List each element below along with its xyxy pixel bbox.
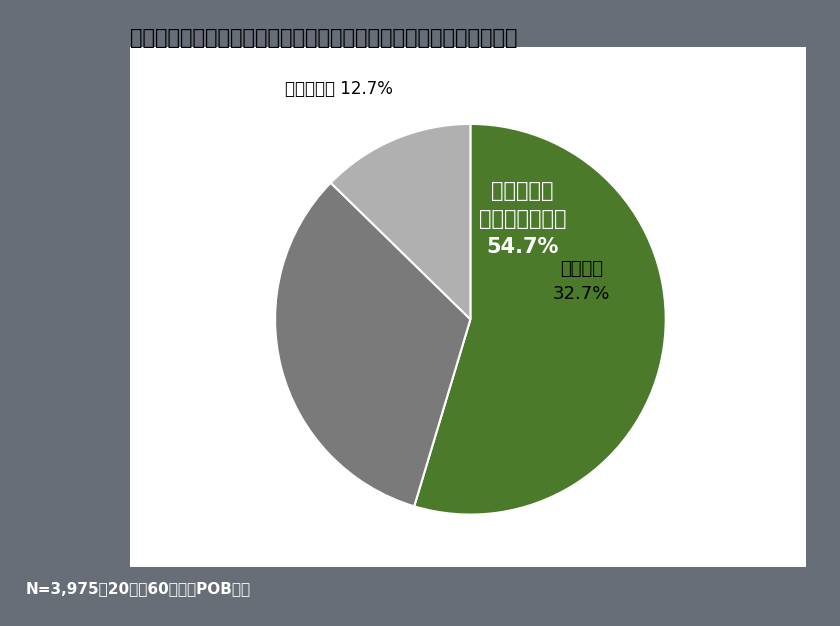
Text: 思わない
32.7%: 思わない 32.7% <box>553 260 610 303</box>
Text: 図表１）健康のために、新年から生活習慣を改めたいと思いますか？: 図表１）健康のために、新年から生活習慣を改めたいと思いますか？ <box>130 28 517 48</box>
Text: ソフトブレーン・フィールド調べ: ソフトブレーン・フィールド調べ <box>546 550 672 564</box>
Wedge shape <box>414 124 666 515</box>
Text: N=3,975、20代～60代男女POB会員: N=3,975、20代～60代男女POB会員 <box>25 582 250 597</box>
Wedge shape <box>331 124 470 319</box>
Text: 生活習慣を
改めたいと思う
54.7%: 生活習慣を 改めたいと思う 54.7% <box>479 181 566 257</box>
Wedge shape <box>275 183 470 506</box>
Text: わからない 12.7%: わからない 12.7% <box>285 80 393 98</box>
